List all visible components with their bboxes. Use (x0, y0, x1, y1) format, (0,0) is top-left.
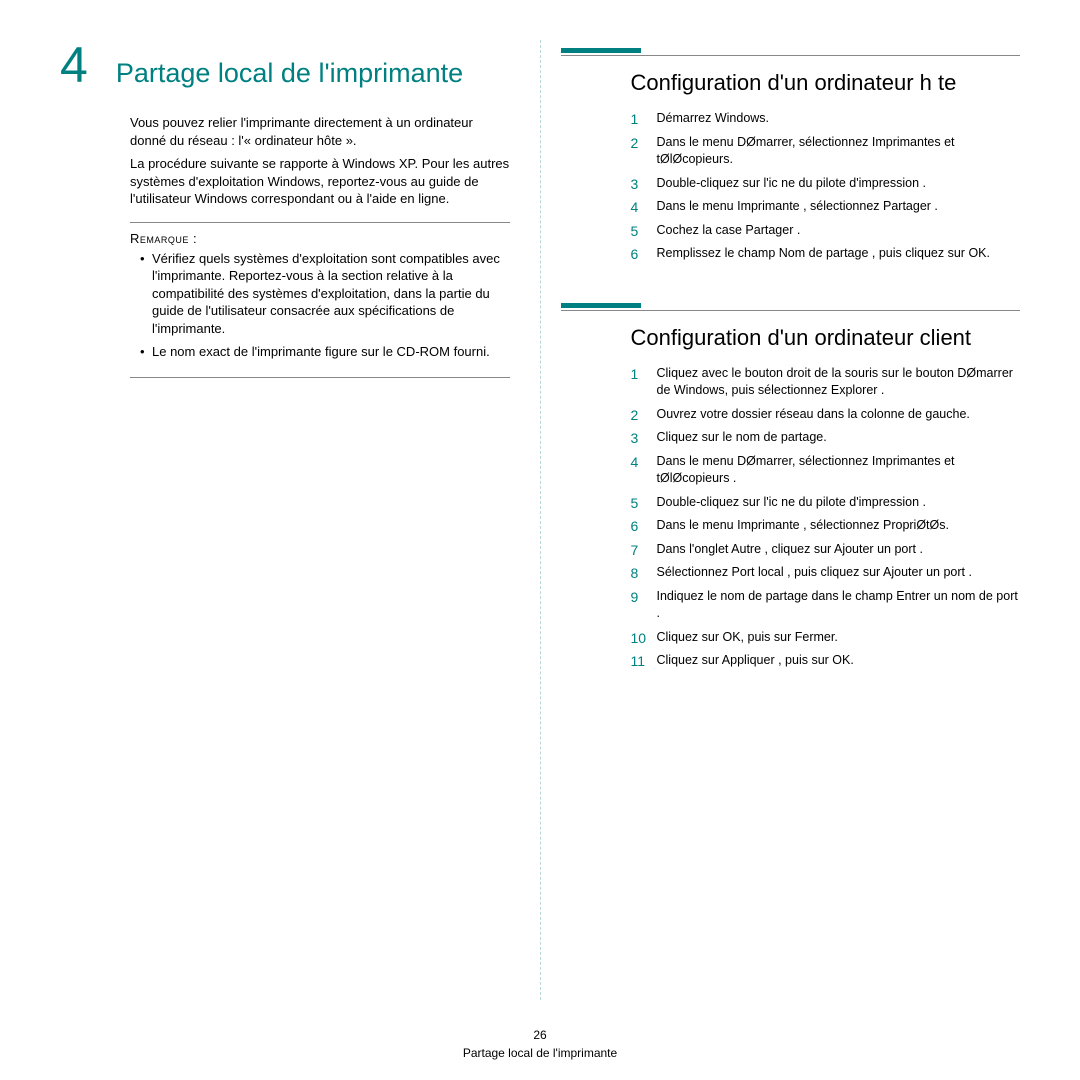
step-item: 2 Ouvrez votre dossier réseau dans la col… (631, 406, 1021, 424)
step-item: 3 Double-cliquez sur l'ic ne du pilote d'… (631, 175, 1021, 193)
step-text: Cliquez sur le nom de partage. (657, 430, 827, 444)
step-number: 1 (631, 365, 653, 385)
steps-list-host: 1 Démarrez Windows. 2Dans le menu DØmarre… (631, 110, 1021, 263)
step-text: Sélectionnez Port local , puis cliquez s… (657, 565, 972, 579)
step-number: 10 (631, 629, 653, 649)
step-text: Double-cliquez sur l'ic ne du pilote d'i… (657, 495, 927, 509)
step-item: 4Dans le menu DØmarrer, sélectionnez Imp… (631, 453, 1021, 488)
step-number: 4 (631, 453, 653, 473)
section-rule (561, 55, 1021, 56)
section-rule (561, 310, 1021, 311)
step-number: 3 (631, 429, 653, 449)
step-item: 3 Cliquez sur le nom de partage. (631, 429, 1021, 447)
steps-list-client: 1Cliquez avec le bouton droit de la sour… (631, 365, 1021, 670)
step-text: Indiquez le nom de partage dans le champ… (657, 589, 1018, 621)
step-item: 4 Dans le menu Imprimante , sélectionnez … (631, 198, 1021, 216)
intro-paragraph: La procédure suivante se rapporte à Wind… (130, 155, 510, 208)
page: 4 Partage local de l'imprimante Vous pou… (30, 40, 1050, 1000)
step-item: 7 Dans l'onglet Autre , cliquez sur Ajout… (631, 541, 1021, 559)
page-number: 26 (0, 1026, 1080, 1044)
step-item: 6 Remplissez le champ Nom de partage , pu… (631, 245, 1021, 263)
step-number: 8 (631, 564, 653, 584)
step-item: 10 Cliquez sur OK, puis sur Fermer. (631, 629, 1021, 647)
section-accent-bar (561, 303, 641, 308)
chapter-title: Partage local de l'imprimante (116, 58, 463, 89)
section-client: Configuration d'un ordinateur client 1Cl… (561, 303, 1021, 670)
note-block: Remarque : Vérifiez quels systèmes d'exp… (130, 222, 510, 378)
step-item: 1 Démarrez Windows. (631, 110, 1021, 128)
step-text: Ouvrez votre dossier réseau dans la colo… (657, 407, 970, 421)
step-text: Remplissez le champ Nom de partage , pui… (657, 246, 990, 260)
chapter-number: 4 (60, 40, 88, 90)
step-number: 5 (631, 222, 653, 242)
step-item: 8 Sélectionnez Port local , puis cliquez … (631, 564, 1021, 582)
page-footer: 26 Partage local de l'imprimante (0, 1026, 1080, 1062)
step-text: Dans le menu DØmarrer, sélectionnez Impr… (657, 454, 955, 486)
step-item: 11 Cliquez sur Appliquer , puis sur OK. (631, 652, 1021, 670)
step-number: 6 (631, 245, 653, 265)
step-item: 2Dans le menu DØmarrer, sélectionnez Imp… (631, 134, 1021, 169)
section-title: Configuration d'un ordinateur client (631, 325, 1021, 351)
step-text: Démarrez Windows. (657, 111, 770, 125)
right-column: Configuration d'un ordinateur h te 1 Déma… (541, 40, 1051, 1000)
step-number: 7 (631, 541, 653, 561)
step-number: 2 (631, 134, 653, 154)
note-list: Vérifiez quels systèmes d'exploitation s… (130, 250, 510, 361)
step-text: Cliquez avec le bouton droit de la souri… (657, 366, 1013, 398)
step-item: 5 Double-cliquez sur l'ic ne du pilote d'… (631, 494, 1021, 512)
note-item: Vérifiez quels systèmes d'exploitation s… (140, 250, 510, 338)
step-number: 5 (631, 494, 653, 514)
step-text: Dans l'onglet Autre , cliquez sur Ajoute… (657, 542, 923, 556)
step-text: Dans le menu Imprimante , sélectionnez P… (657, 199, 938, 213)
step-item: 1Cliquez avec le bouton droit de la sour… (631, 365, 1021, 400)
step-number: 11 (631, 652, 653, 672)
step-item: 5 Cochez la case Partager . (631, 222, 1021, 240)
step-item: 6 Dans le menu Imprimante , sélectionnez … (631, 517, 1021, 535)
intro-paragraph: Vous pouvez relier l'imprimante directem… (130, 114, 510, 149)
section-accent-bar (561, 48, 641, 53)
step-text: Cliquez sur OK, puis sur Fermer. (657, 630, 838, 644)
intro-block: Vous pouvez relier l'imprimante directem… (130, 114, 510, 208)
step-text: Cochez la case Partager . (657, 223, 801, 237)
footer-label: Partage local de l'imprimante (0, 1044, 1080, 1062)
note-label: Remarque : (130, 231, 510, 246)
chapter-header: 4 Partage local de l'imprimante (60, 40, 510, 90)
step-text: Double-cliquez sur l'ic ne du pilote d'i… (657, 176, 927, 190)
step-text: Dans le menu DØmarrer, sélectionnez Impr… (657, 135, 955, 167)
step-number: 3 (631, 175, 653, 195)
step-number: 9 (631, 588, 653, 608)
note-item: Le nom exact de l'imprimante figure sur … (140, 343, 510, 361)
step-number: 2 (631, 406, 653, 426)
step-text: Cliquez sur Appliquer , puis sur OK. (657, 653, 854, 667)
left-column: 4 Partage local de l'imprimante Vous pou… (30, 40, 540, 1000)
step-item: 9Indiquez le nom de partage dans le cham… (631, 588, 1021, 623)
step-text: Dans le menu Imprimante , sélectionnez P… (657, 518, 949, 532)
step-number: 4 (631, 198, 653, 218)
step-number: 6 (631, 517, 653, 537)
section-title: Configuration d'un ordinateur h te (631, 70, 1021, 96)
step-number: 1 (631, 110, 653, 130)
section-host: Configuration d'un ordinateur h te 1 Déma… (561, 48, 1021, 263)
